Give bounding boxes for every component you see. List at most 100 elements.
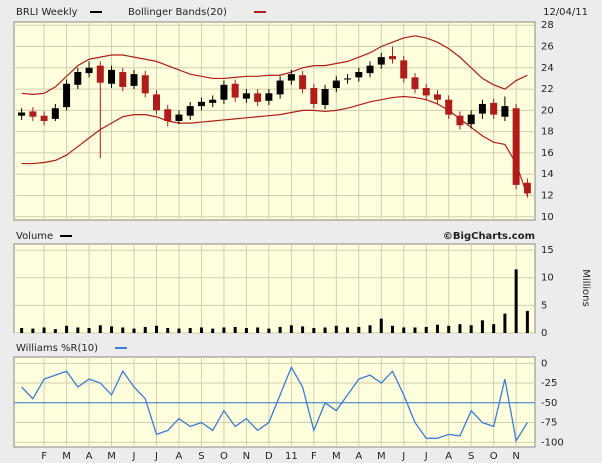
volume-bar [301, 326, 305, 333]
y-tick-label: -25 [541, 378, 557, 389]
candle-body [63, 83, 71, 108]
candle-body [108, 69, 116, 84]
volume-bar [323, 327, 327, 333]
y-tick-label: 15 [541, 245, 554, 256]
candle-body [141, 75, 149, 94]
candle-body [523, 182, 531, 194]
x-tick-label: S [198, 451, 204, 462]
y-axis-label: Millions [580, 269, 591, 306]
volume-bar [233, 326, 237, 333]
volume-bar [244, 328, 248, 333]
candle-body [310, 88, 318, 104]
y-tick-label: 20 [541, 105, 554, 116]
x-tick-label: M [62, 451, 71, 462]
y-tick-label: 10 [541, 212, 554, 223]
volume-bar [199, 327, 203, 333]
y-tick-label: 22 [541, 84, 554, 95]
x-tick-label: A [176, 451, 183, 462]
y-tick-label: 16 [541, 148, 554, 159]
candle-body [332, 80, 340, 88]
volume-bar [469, 325, 473, 333]
candle-body [456, 115, 464, 126]
x-tick-label: O [220, 451, 228, 462]
candle-body [299, 75, 307, 90]
candle-body [254, 93, 262, 102]
panel-title: Volume [16, 231, 53, 242]
volume-bar [222, 327, 226, 333]
x-tick-label: J [154, 451, 158, 462]
y-tick-label: 12 [541, 191, 554, 202]
candle-body [287, 74, 295, 81]
volume-bar [87, 328, 91, 333]
volume-bar [447, 325, 451, 333]
volume-bar [503, 313, 507, 333]
x-tick-label: D [265, 451, 273, 462]
bollinger-band [21, 35, 528, 95]
candle-body [74, 72, 82, 85]
candle-body [152, 94, 160, 111]
candle-body [265, 93, 273, 101]
candle-body [467, 114, 475, 125]
volume-bar [514, 269, 518, 333]
bollinger-band [21, 95, 528, 196]
candle-body [422, 88, 430, 96]
volume-bar [424, 326, 428, 333]
y-tick-label: -50 [541, 398, 557, 409]
candle-body [321, 89, 329, 106]
volume-bar [177, 328, 181, 333]
candle-body [29, 111, 37, 117]
volume-bar [65, 325, 69, 333]
volume-bar [42, 327, 46, 333]
volume-bar [98, 325, 102, 333]
volume-bar [53, 329, 57, 333]
volume-bar [278, 326, 282, 333]
williams-panel [13, 356, 536, 448]
legend-label: Bollinger Bands(20) [128, 7, 227, 18]
x-tick-label: A [355, 451, 362, 462]
volume-bar [188, 328, 192, 333]
volume-bar [391, 325, 395, 333]
volume-bar [132, 328, 136, 333]
williams-line [21, 365, 528, 443]
candle-body [220, 84, 228, 100]
y-tick-label: 28 [541, 20, 554, 31]
volume-bar [334, 325, 338, 333]
volume-panel [13, 243, 536, 334]
x-tick-label: J [401, 451, 405, 462]
price-panel [13, 21, 536, 221]
x-tick-label: J [424, 451, 428, 462]
volume-bar [413, 327, 417, 333]
y-tick-label: -75 [541, 418, 557, 429]
volume-bar [166, 328, 170, 333]
candle-body [501, 106, 509, 117]
candle-body [40, 115, 48, 121]
candle-body [130, 74, 138, 86]
candle-body [490, 102, 498, 115]
volume-bar [31, 328, 35, 333]
volume-bar [346, 327, 350, 333]
volume-bar [154, 325, 158, 333]
x-tick-label: A [86, 451, 93, 462]
candle-body [366, 65, 374, 74]
x-tick-label: F [311, 451, 317, 462]
x-tick-label: M [332, 451, 341, 462]
candle-body [96, 65, 104, 83]
candle-body [18, 112, 26, 116]
volume-bar [525, 310, 529, 333]
candle-body [209, 99, 217, 103]
source-label: ©BigCharts.com [443, 231, 535, 242]
y-tick-label: 0 [541, 358, 547, 369]
chart-title: BRLI Weekly [16, 7, 78, 18]
y-tick-label: 18 [541, 127, 554, 138]
date-label: 12/04/11 [543, 7, 588, 18]
volume-bar [143, 326, 147, 333]
volume-bar [379, 318, 383, 333]
y-tick-label: -100 [541, 437, 564, 448]
volume-bar [121, 327, 125, 333]
candle-body [175, 114, 183, 121]
candle-body [355, 72, 363, 78]
candle-body [478, 103, 486, 114]
volume-bar [402, 327, 406, 333]
candle-body [164, 109, 172, 121]
